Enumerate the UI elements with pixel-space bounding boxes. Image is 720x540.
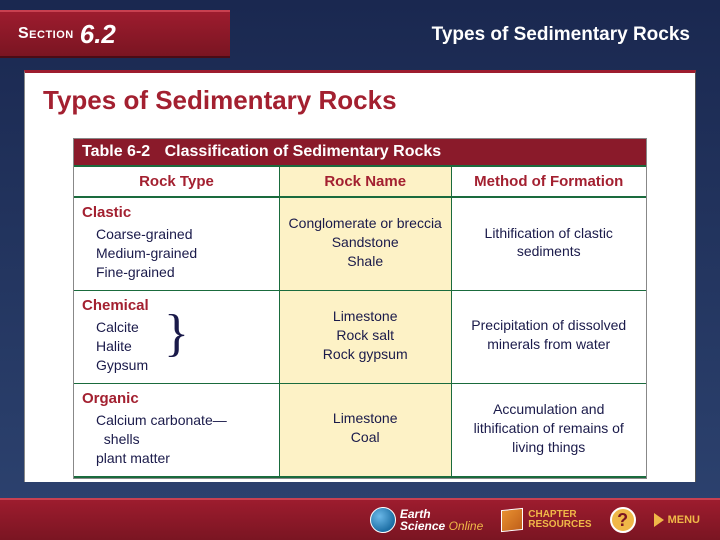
rock-type-item: Coarse-grained <box>82 225 271 244</box>
rock-name: Conglomerate or breccia <box>288 214 443 233</box>
cell-rock-name: Conglomerate or breccia Sandstone Shale <box>280 198 452 290</box>
section-number: 6.2 <box>80 19 116 50</box>
rock-type-item: Medium-grained <box>82 244 271 263</box>
book-icon <box>501 508 523 532</box>
cell-formation: Lithification of clastic sediments <box>452 198 646 290</box>
formation-text: Precipitation of dissolved minerals from… <box>460 316 638 354</box>
es-line2: Science <box>400 519 445 533</box>
rock-type-item: Calcium carbonate— <box>82 411 271 430</box>
table-header: Table 6-2 Classification of Sedimentary … <box>74 139 646 165</box>
cell-formation: Accumulation and lithification of remain… <box>452 384 646 476</box>
help-button[interactable]: ? <box>610 507 636 533</box>
col-header-rock-name: Rock Name <box>280 165 452 196</box>
menu-label: MENU <box>668 514 700 526</box>
col-header-rock-type: Rock Type <box>74 165 280 196</box>
brace-icon: } <box>164 313 189 355</box>
table-row: Chemical Calcite Halite Gypsum } Limesto… <box>74 291 646 384</box>
table-number: Table 6-2 <box>82 143 150 160</box>
earth-science-label: Earth Science Online <box>400 508 483 532</box>
table-title: Classification of Sedimentary Rocks <box>165 143 442 160</box>
rock-type-item: Fine-grained <box>82 263 271 282</box>
es-online: Online <box>449 519 484 533</box>
topic-title: Types of Sedimentary Rocks <box>432 24 690 46</box>
chapter-resources-button[interactable]: CHAPTER RESOURCES <box>501 509 591 531</box>
section-word: Section <box>18 25 74 43</box>
globe-icon <box>370 507 396 533</box>
ch-line2: RESOURCES <box>528 520 591 531</box>
rock-type-item: plant matter <box>82 449 271 468</box>
content-card: Types of Sedimentary Rocks Table 6-2 Cla… <box>24 70 696 482</box>
formation-text: Accumulation and lithification of remain… <box>460 400 638 457</box>
rock-name: Rock gypsum <box>288 345 443 364</box>
rock-name: Shale <box>288 252 443 271</box>
question-icon: ? <box>617 510 628 531</box>
cell-rock-name: Limestone Rock salt Rock gypsum <box>280 291 452 383</box>
table-row: Organic Calcium carbonate— shells plant … <box>74 384 646 478</box>
cell-rock-type: Organic Calcium carbonate— shells plant … <box>74 384 280 476</box>
section-banner: Section 6.2 <box>0 10 230 58</box>
col-header-formation: Method of Formation <box>452 165 646 196</box>
rock-name: Limestone <box>288 409 443 428</box>
earth-science-online-button[interactable]: Earth Science Online <box>370 507 483 533</box>
column-headers: Rock Type Rock Name Method of Formation <box>74 165 646 198</box>
menu-button[interactable]: MENU <box>654 513 700 527</box>
arrow-right-icon <box>654 513 664 527</box>
chapter-resources-label: CHAPTER RESOURCES <box>528 510 591 531</box>
page-title: Types of Sedimentary Rocks <box>43 85 677 116</box>
rock-name: Sandstone <box>288 233 443 252</box>
cell-rock-type: Chemical Calcite Halite Gypsum } <box>74 291 280 383</box>
rock-name: Coal <box>288 428 443 447</box>
classification-table: Table 6-2 Classification of Sedimentary … <box>73 138 647 479</box>
table-row: Clastic Coarse-grained Medium-grained Fi… <box>74 198 646 291</box>
category-label: Clastic <box>82 203 271 223</box>
cell-rock-type: Clastic Coarse-grained Medium-grained Fi… <box>74 198 280 290</box>
cell-formation: Precipitation of dissolved minerals from… <box>452 291 646 383</box>
rock-name: Rock salt <box>288 326 443 345</box>
rock-name: Limestone <box>288 307 443 326</box>
cell-rock-name: Limestone Coal <box>280 384 452 476</box>
formation-text: Lithification of clastic sediments <box>460 224 638 262</box>
rock-type-item: shells <box>82 430 271 449</box>
footer-bar: Earth Science Online CHAPTER RESOURCES ?… <box>0 498 720 540</box>
category-label: Organic <box>82 389 271 409</box>
